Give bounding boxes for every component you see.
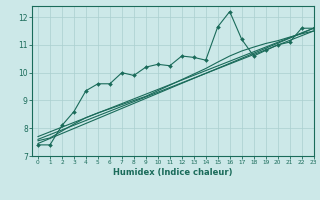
X-axis label: Humidex (Indice chaleur): Humidex (Indice chaleur)	[113, 168, 233, 177]
